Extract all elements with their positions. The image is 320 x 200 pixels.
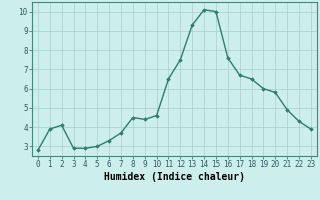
X-axis label: Humidex (Indice chaleur): Humidex (Indice chaleur) xyxy=(104,172,245,182)
